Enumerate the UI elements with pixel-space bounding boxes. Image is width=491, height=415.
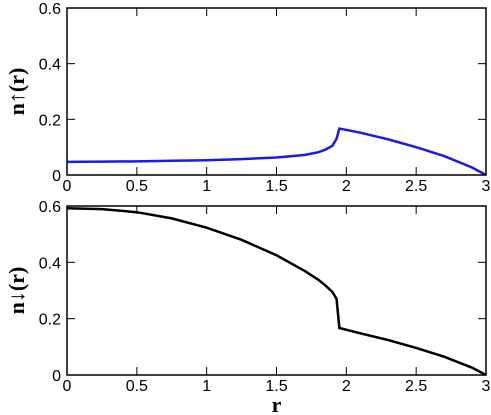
x-axis-label: r <box>272 392 282 415</box>
y-tick-label: 0 <box>52 368 61 385</box>
y-tick-label: 0.4 <box>39 255 61 272</box>
y-tick-label: 0.6 <box>39 199 61 216</box>
y-tick-label: 0.4 <box>39 57 61 74</box>
x-tick-label: 2 <box>342 378 351 395</box>
x-tick-label: 2 <box>342 178 351 195</box>
x-tick-label: 1.5 <box>265 378 287 395</box>
x-tick-label: 0 <box>63 178 72 195</box>
x-tick-label: 1.5 <box>265 178 287 195</box>
y-axis-label: n↓(r) <box>4 267 29 315</box>
x-tick-label: 1 <box>202 378 211 395</box>
plot-frame <box>66 205 487 376</box>
x-tick-label: 3 <box>482 178 491 195</box>
x-tick-label: 0.5 <box>126 178 148 195</box>
y-tick-label: 0.6 <box>39 1 61 18</box>
y-tick-label: 0 <box>52 168 61 185</box>
x-tick-label: 0 <box>63 378 72 395</box>
x-tick-label: 2.5 <box>405 378 427 395</box>
y-tick-label: 0.2 <box>39 112 61 129</box>
x-tick-label: 2.5 <box>405 178 427 195</box>
data-line <box>66 127 487 177</box>
data-line <box>66 207 487 377</box>
plot-frame <box>66 7 487 176</box>
x-tick-label: 3 <box>482 378 491 395</box>
y-axis-label: n↑(r) <box>4 68 29 116</box>
x-tick-label: 1 <box>202 178 211 195</box>
x-tick-label: 0.5 <box>126 378 148 395</box>
y-tick-label: 0.2 <box>39 312 61 329</box>
